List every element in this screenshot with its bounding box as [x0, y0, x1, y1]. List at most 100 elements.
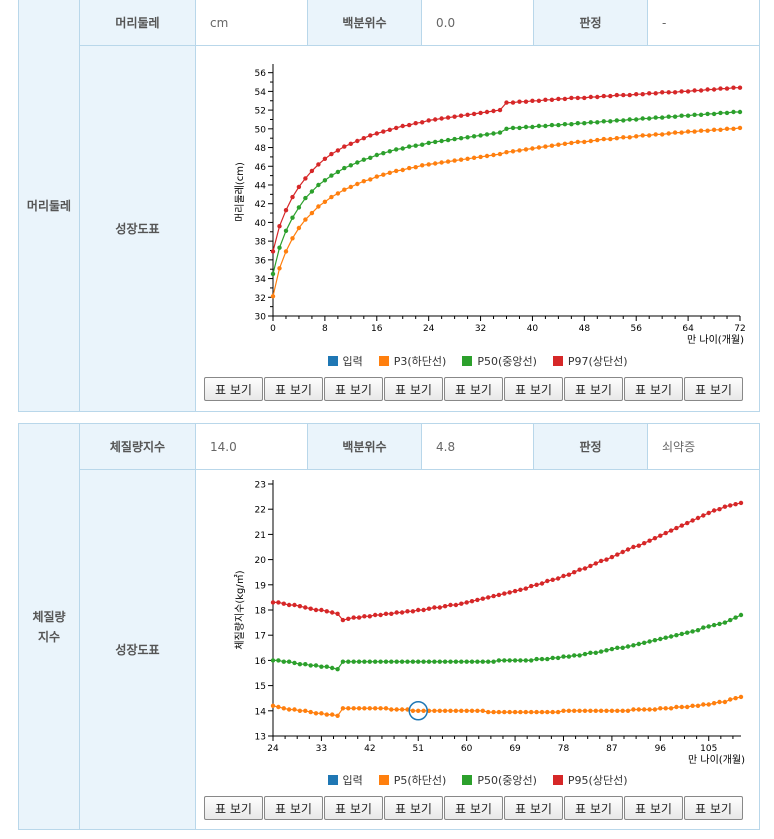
- data-point: [322, 199, 328, 204]
- data-point: [496, 592, 502, 598]
- data-point: [421, 708, 426, 713]
- legend-item-low[interactable]: P3(하단선): [378, 353, 446, 369]
- data-point: [410, 659, 416, 664]
- data-point: [342, 165, 347, 171]
- data-point: [737, 125, 743, 131]
- data-point: [480, 708, 485, 713]
- table-view-button[interactable]: 표 보기: [204, 377, 263, 401]
- legend-item-input[interactable]: 입력: [327, 772, 363, 788]
- table-view-button[interactable]: 표 보기: [384, 377, 443, 401]
- data-point: [465, 135, 470, 140]
- data-point: [324, 664, 329, 669]
- legend-item-mid[interactable]: P50(중앙선): [462, 772, 537, 788]
- data-point: [416, 659, 421, 664]
- data-point: [389, 707, 394, 712]
- data-point: [666, 131, 671, 136]
- table-view-button[interactable]: 표 보기: [684, 377, 743, 401]
- y-tick-label: 30: [255, 313, 267, 323]
- table-view-button[interactable]: 표 보기: [204, 796, 263, 820]
- data-point: [469, 708, 475, 713]
- data-point: [400, 167, 405, 173]
- data-point: [469, 599, 475, 604]
- table-view-button[interactable]: 표 보기: [264, 377, 323, 401]
- bmi-panel: 체질량 지수 체질량지수 14.0 백분위수 4.8 판정 쇠약증 성장도표 1…: [18, 423, 760, 830]
- measure-value: 14.0: [196, 424, 308, 469]
- legend-item-high[interactable]: P97(상단선): [552, 353, 627, 369]
- data-point: [711, 127, 717, 132]
- data-point: [631, 707, 636, 712]
- data-point: [433, 139, 438, 145]
- data-point: [309, 210, 315, 216]
- data-point: [387, 127, 392, 132]
- data-point: [330, 712, 335, 717]
- data-point: [679, 631, 684, 637]
- data-point: [351, 615, 356, 620]
- legend-item-input[interactable]: 입력: [327, 353, 363, 369]
- data-point: [381, 129, 386, 134]
- data-point: [658, 706, 663, 711]
- data-point: [335, 611, 340, 616]
- data-point: [439, 160, 444, 165]
- data-point: [615, 708, 620, 713]
- chart-area: 13 14 15 16 17 18 19 20 21 22 23 24 33 42 51 60 69 78 87 96…: [196, 470, 759, 829]
- table-view-button[interactable]: 표 보기: [684, 796, 743, 820]
- x-tick-label: 60: [461, 744, 473, 754]
- data-point: [577, 708, 582, 713]
- table-view-button[interactable]: 표 보기: [444, 377, 503, 401]
- data-point: [355, 181, 360, 187]
- table-view-button[interactable]: 표 보기: [444, 796, 503, 820]
- data-point: [464, 659, 469, 664]
- data-point: [452, 158, 457, 163]
- data-point: [348, 163, 353, 168]
- table-view-button[interactable]: 표 보기: [564, 377, 623, 401]
- x-tick-label: 96: [655, 744, 667, 754]
- data-point: [582, 651, 588, 657]
- data-point: [562, 122, 568, 127]
- data-point: [378, 612, 383, 618]
- data-point: [297, 604, 303, 609]
- table-view-button[interactable]: 표 보기: [564, 796, 623, 820]
- table-view-button[interactable]: 표 보기: [624, 796, 683, 820]
- data-point: [368, 155, 373, 160]
- data-point: [356, 659, 362, 664]
- data-point: [555, 709, 561, 715]
- legend-item-mid[interactable]: P50(중앙선): [462, 353, 537, 369]
- table-view-button[interactable]: 표 보기: [504, 377, 563, 401]
- data-point: [361, 136, 366, 141]
- data-point: [394, 707, 399, 712]
- legend-item-high[interactable]: P95(상단선): [552, 772, 627, 788]
- data-point: [722, 504, 728, 509]
- table-view-button[interactable]: 표 보기: [384, 796, 443, 820]
- data-point: [453, 602, 459, 608]
- data-point: [679, 89, 684, 94]
- data-point: [556, 96, 561, 102]
- table-view-button[interactable]: 표 보기: [324, 377, 383, 401]
- data-point: [491, 108, 496, 114]
- legend-label: 입력: [342, 355, 363, 368]
- data-point: [724, 126, 730, 131]
- table-view-button[interactable]: 표 보기: [504, 796, 563, 820]
- data-point: [706, 510, 711, 516]
- table-view-button[interactable]: 표 보기: [624, 377, 683, 401]
- x-tick-label: 72: [734, 324, 745, 334]
- data-point: [539, 656, 545, 662]
- data-point: [711, 701, 717, 706]
- y-tick-label: 19: [255, 581, 267, 591]
- data-point: [335, 148, 341, 153]
- data-point: [634, 134, 639, 139]
- table-view-button[interactable]: 표 보기: [264, 796, 323, 820]
- data-point: [674, 633, 679, 638]
- data-point: [636, 543, 641, 548]
- data-point: [731, 109, 736, 115]
- data-point: [692, 112, 697, 118]
- data-point: [577, 567, 582, 572]
- data-point: [523, 147, 529, 152]
- data-point: [448, 708, 453, 713]
- data-point: [394, 125, 399, 131]
- data-point: [313, 711, 319, 716]
- legend-swatch-low: [378, 775, 389, 785]
- data-point: [690, 703, 695, 708]
- data-point: [453, 659, 459, 664]
- legend-item-low[interactable]: P5(하단선): [378, 772, 446, 788]
- table-view-button[interactable]: 표 보기: [324, 796, 383, 820]
